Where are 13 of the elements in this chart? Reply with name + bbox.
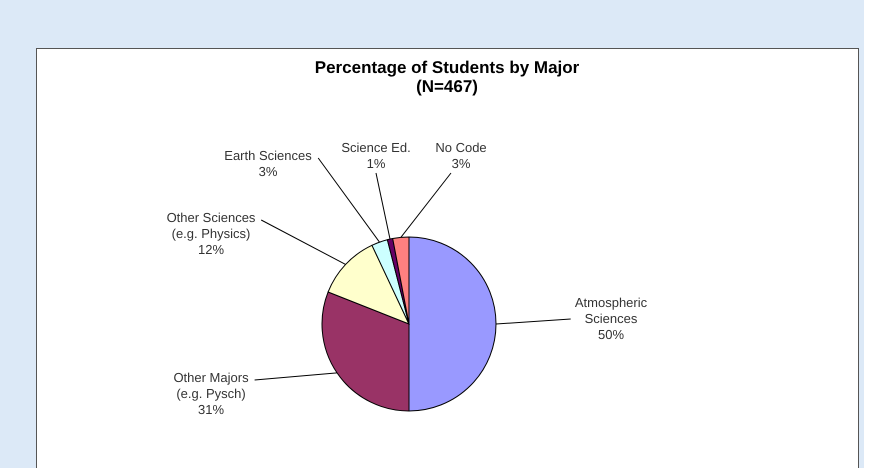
data-label: 50% [598,327,624,342]
data-label: 3% [258,164,278,179]
slice-label: Science Ed. [341,140,411,155]
slice-label: No Code [435,140,487,155]
slice-label: Other Majors (e.g. Pysch) [173,370,250,401]
data-label: 31% [198,402,224,417]
chart-title: Percentage of Students by Major (N=467) [314,58,580,96]
data-label: 1% [366,156,386,171]
data-label: 3% [452,156,471,171]
slice-label: Atmospheric Sciences [574,295,648,326]
slice-label: Earth Sciences [224,148,312,163]
slice-label: Other Sciences (e.g. Physics) [166,210,256,241]
data-label: 12% [198,242,224,257]
